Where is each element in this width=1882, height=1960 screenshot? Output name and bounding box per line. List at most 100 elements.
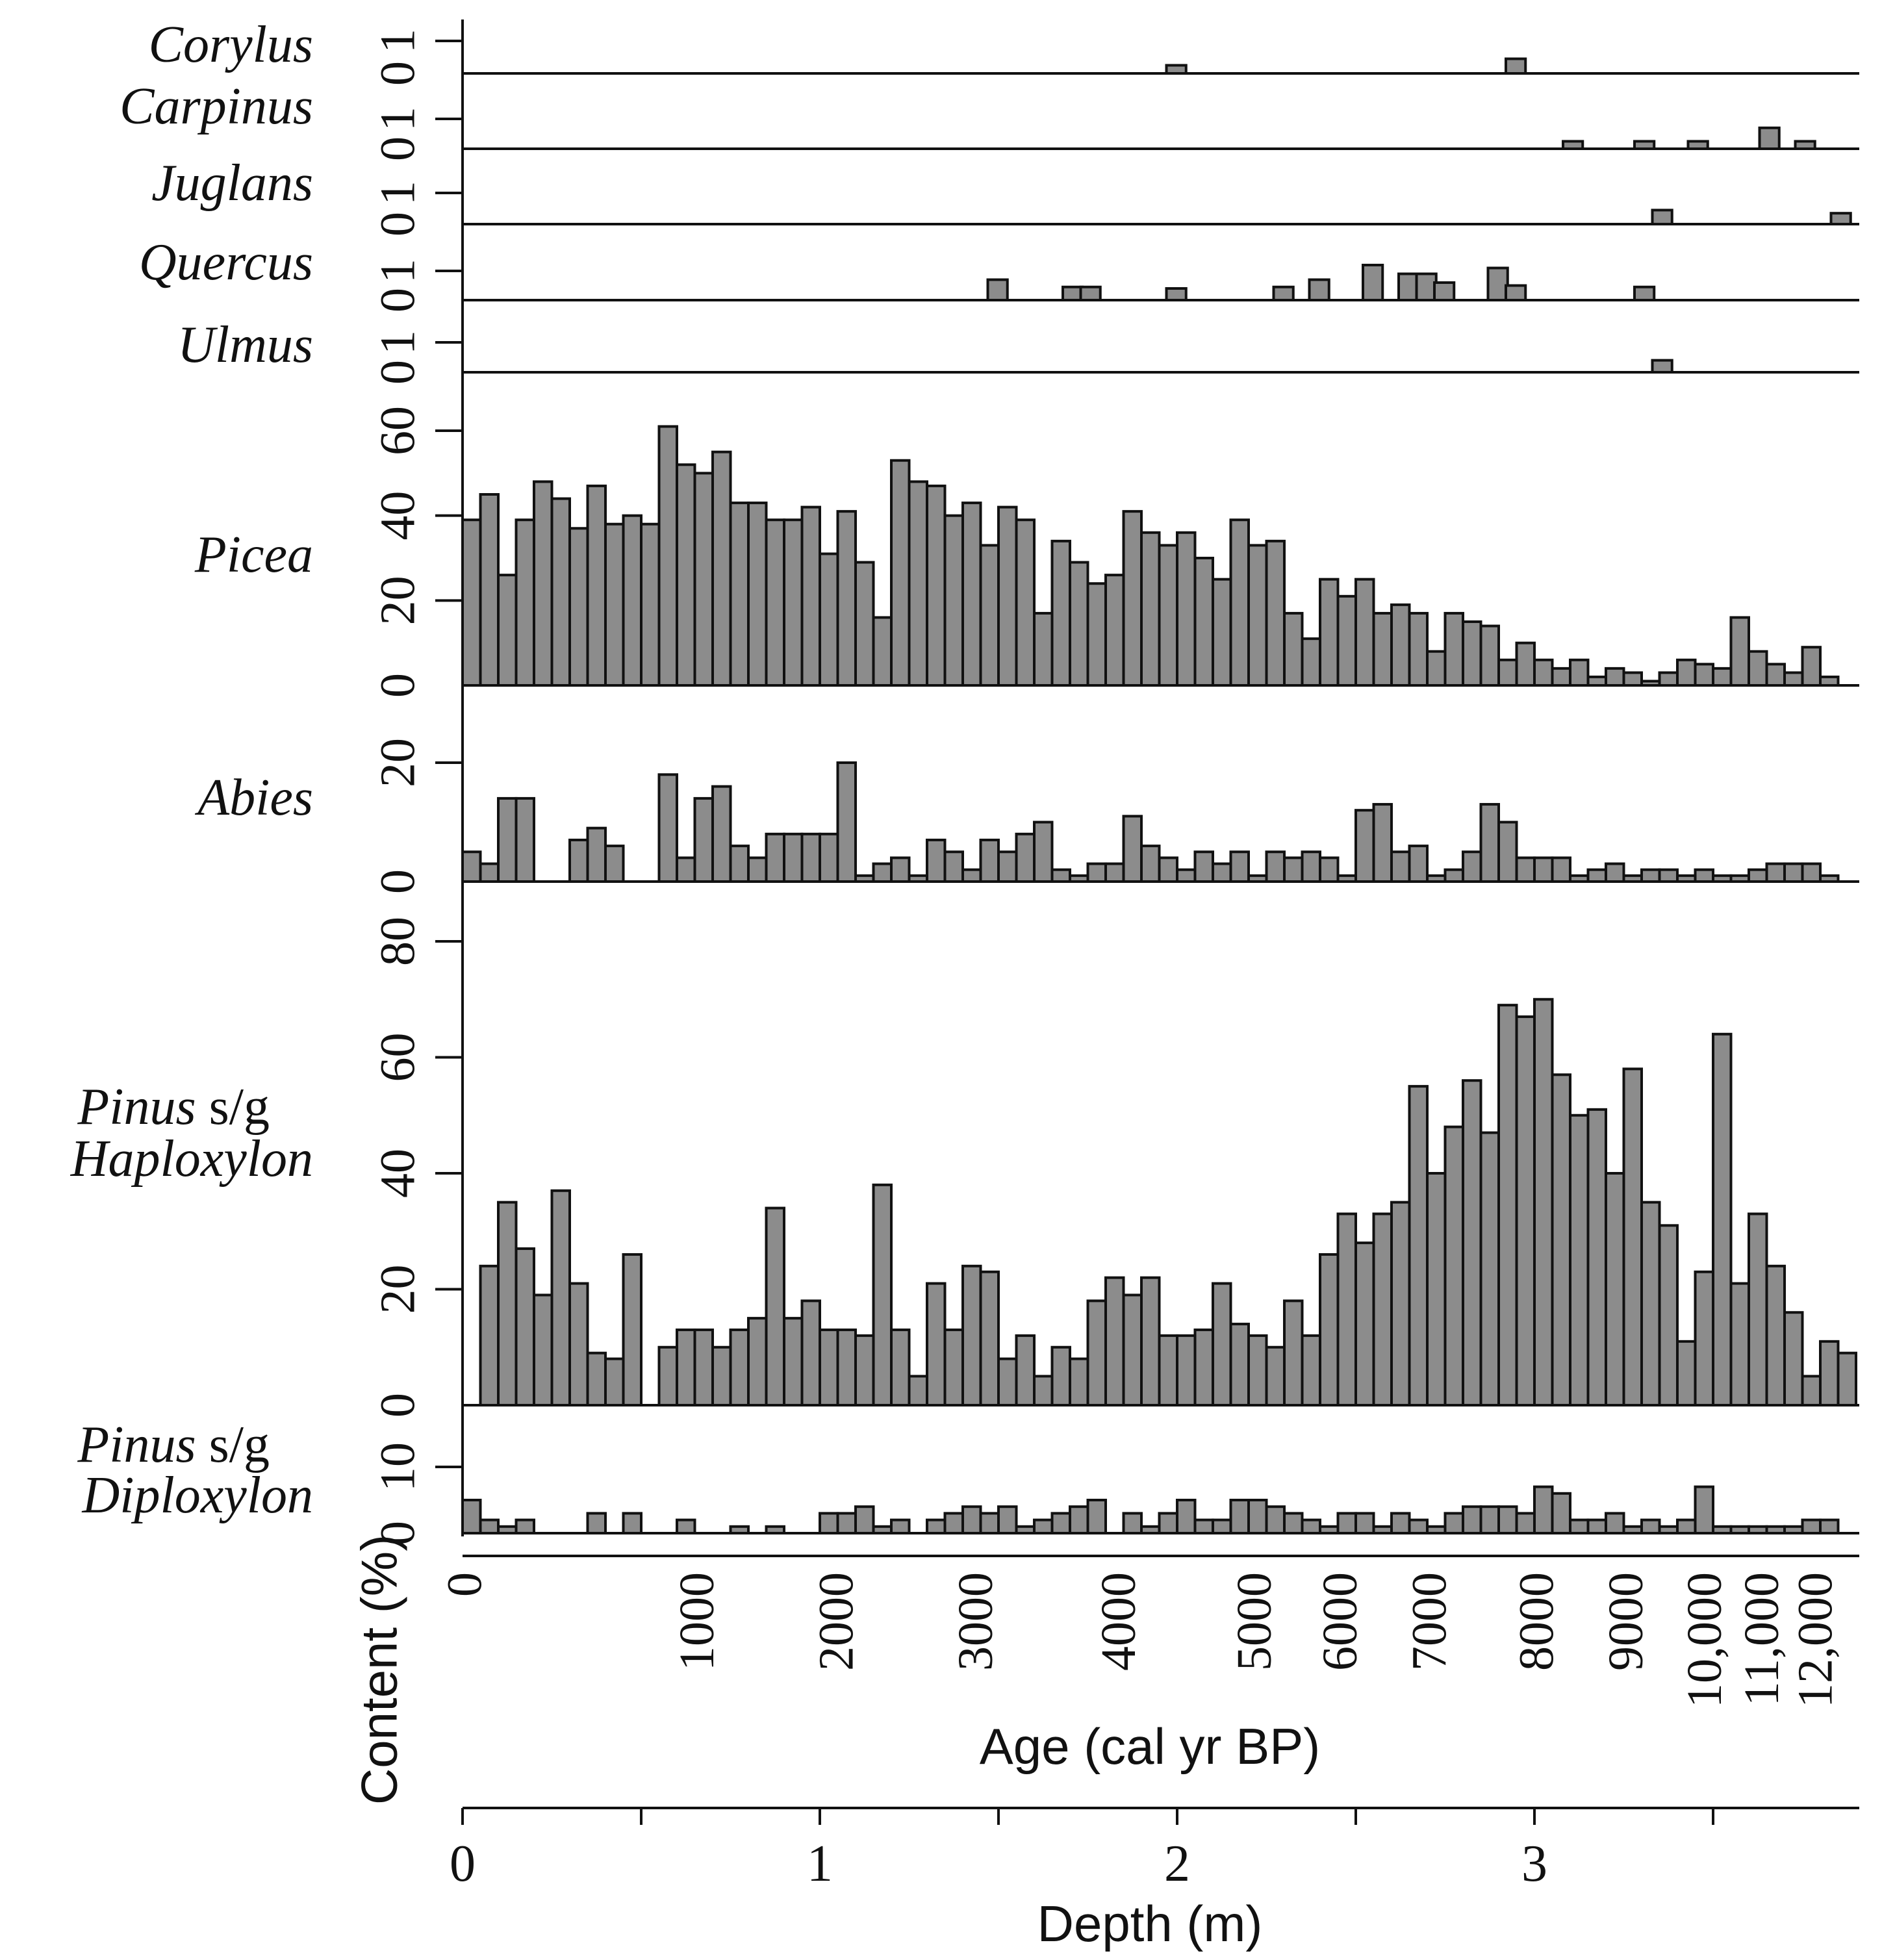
bar bbox=[657, 773, 678, 884]
bar bbox=[1015, 518, 1036, 687]
bar bbox=[1515, 641, 1536, 687]
bar bbox=[997, 1505, 1018, 1534]
bar bbox=[1050, 1345, 1071, 1406]
bar bbox=[1443, 1125, 1464, 1406]
bar bbox=[1426, 650, 1447, 687]
bar bbox=[1479, 1131, 1500, 1407]
age-tick-label: 12,000 bbox=[1788, 1572, 1842, 1708]
bar bbox=[586, 1512, 607, 1534]
y-tick-label: 1 bbox=[370, 29, 425, 53]
bar bbox=[765, 518, 785, 687]
panel-abies: 0 20 Abies bbox=[194, 738, 1859, 894]
bar bbox=[1301, 1334, 1321, 1406]
bar bbox=[836, 1328, 857, 1406]
bar bbox=[1712, 1525, 1733, 1535]
y-tick-label: 0 bbox=[370, 869, 425, 894]
bar bbox=[1658, 1525, 1679, 1535]
depth-axis-title: Depth (m) bbox=[1037, 1895, 1263, 1952]
bar bbox=[819, 1328, 839, 1406]
content-axis-title: Content (%) bbox=[351, 1534, 408, 1805]
bar bbox=[1605, 862, 1625, 884]
bar bbox=[1801, 646, 1822, 687]
bar bbox=[1319, 1525, 1340, 1535]
bar bbox=[1676, 1518, 1697, 1535]
bar bbox=[1247, 874, 1268, 883]
bar bbox=[1283, 1512, 1304, 1534]
bar bbox=[1390, 1201, 1411, 1406]
bar bbox=[1372, 1212, 1393, 1406]
bar bbox=[872, 616, 893, 687]
bar bbox=[1050, 1512, 1071, 1534]
taxon-label: Ulmus bbox=[177, 316, 313, 374]
bar bbox=[1748, 650, 1768, 687]
bar bbox=[1229, 850, 1250, 883]
bar bbox=[1569, 658, 1590, 687]
bar bbox=[1140, 1525, 1161, 1535]
panel-quercus: 0 1 Quercus bbox=[139, 234, 1859, 312]
bar bbox=[1676, 874, 1697, 883]
bar bbox=[479, 862, 500, 884]
bar bbox=[854, 1334, 875, 1406]
bar bbox=[961, 1264, 982, 1407]
bar bbox=[1801, 1518, 1822, 1535]
bar bbox=[1086, 582, 1107, 687]
bar bbox=[1354, 809, 1375, 883]
bar bbox=[676, 1328, 696, 1406]
bar bbox=[783, 1317, 804, 1406]
bar bbox=[1033, 611, 1054, 687]
bar bbox=[1354, 578, 1375, 687]
bar bbox=[1362, 264, 1384, 301]
bar bbox=[729, 1328, 750, 1406]
bar bbox=[1426, 1525, 1447, 1535]
panel-picea: 0 20 40 60 Picea bbox=[194, 406, 1859, 698]
bar bbox=[1551, 1492, 1571, 1535]
bar bbox=[1336, 594, 1357, 687]
age-tick-label: 5000 bbox=[1227, 1572, 1282, 1671]
bar bbox=[1486, 266, 1509, 301]
y-tick-label: 0 bbox=[370, 1521, 425, 1546]
bar bbox=[1272, 285, 1295, 301]
bar bbox=[854, 874, 875, 883]
bar bbox=[872, 1525, 893, 1535]
bar bbox=[1622, 1067, 1643, 1406]
bar bbox=[1086, 1499, 1107, 1534]
panel-corylus: 0 1 Corylus bbox=[149, 16, 1859, 86]
depth-tick-label: 0 bbox=[450, 1835, 476, 1892]
bar bbox=[1283, 1299, 1304, 1406]
bar bbox=[800, 832, 821, 884]
y-tick-label: 40 bbox=[370, 1149, 425, 1198]
y-tick-label: 20 bbox=[370, 576, 425, 625]
bar bbox=[1086, 1299, 1107, 1406]
bar bbox=[800, 505, 821, 687]
bar bbox=[1158, 1512, 1178, 1534]
y-tick-label: 0 bbox=[370, 1393, 425, 1418]
bar bbox=[1104, 1276, 1125, 1407]
bar bbox=[1433, 281, 1456, 301]
bar bbox=[1372, 611, 1393, 687]
bar bbox=[1622, 874, 1643, 883]
y-tick-label: 1 bbox=[370, 259, 425, 283]
bar bbox=[676, 1518, 696, 1535]
bar bbox=[1533, 998, 1554, 1406]
bar bbox=[908, 480, 928, 687]
bar bbox=[1408, 845, 1429, 883]
bar bbox=[1319, 1253, 1340, 1406]
bar bbox=[729, 1525, 750, 1535]
bar bbox=[1301, 1518, 1321, 1535]
age-tick-label: 8000 bbox=[1509, 1572, 1564, 1671]
y-tick-label: 80 bbox=[370, 917, 425, 966]
bar bbox=[1640, 680, 1661, 687]
bar bbox=[568, 1282, 589, 1406]
y-tick-label: 0 bbox=[370, 360, 425, 385]
bar bbox=[1372, 1525, 1393, 1535]
bar bbox=[1265, 539, 1286, 687]
bar bbox=[693, 796, 714, 884]
bar bbox=[1729, 874, 1750, 883]
bar bbox=[1104, 574, 1125, 687]
bar bbox=[1050, 868, 1071, 883]
bar bbox=[1372, 803, 1393, 884]
bar bbox=[515, 1247, 535, 1407]
bar bbox=[908, 1375, 928, 1406]
bar bbox=[890, 1328, 911, 1406]
